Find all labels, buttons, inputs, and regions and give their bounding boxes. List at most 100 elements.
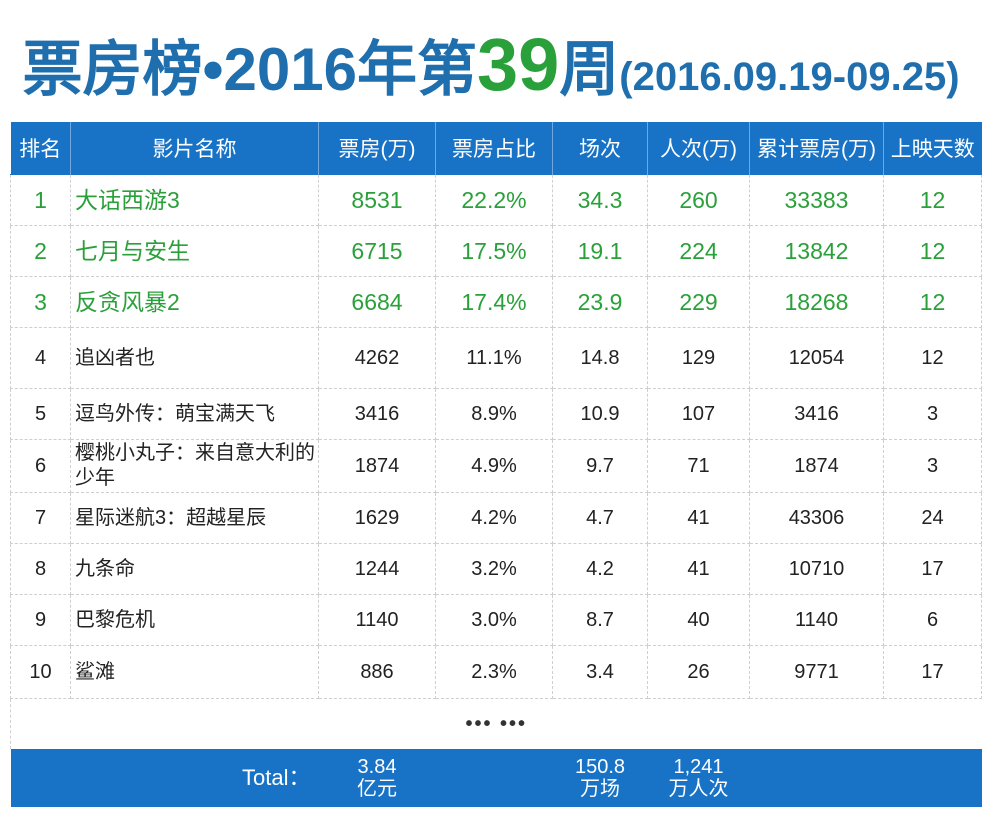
sessions-cell: 3.4 xyxy=(552,645,648,699)
col-header-days: 上映天数 xyxy=(883,122,982,175)
title-cell: 九条命 xyxy=(70,543,319,595)
box-office-cell: 886 xyxy=(318,645,436,699)
sessions-cell: 4.2 xyxy=(552,543,648,595)
admissions-cell: 107 xyxy=(647,388,750,440)
rank-cell: 4 xyxy=(10,327,71,389)
title-cell: 追凶者也 xyxy=(70,327,319,389)
cumulative-cell: 33383 xyxy=(749,174,884,226)
sessions-cell: 14.8 xyxy=(552,327,648,389)
title-cell: 鲨滩 xyxy=(70,645,319,699)
days-cell: 12 xyxy=(883,225,982,277)
total-admissions: 1,241 万人次 xyxy=(647,749,750,807)
rank-cell: 2 xyxy=(10,225,71,277)
admissions-cell: 224 xyxy=(647,225,750,277)
title-cell: 樱桃小丸子：来自意大利的少年 xyxy=(70,439,319,493)
table-row: 9 巴黎危机 1140 3.0% 8.7 40 1140 6 xyxy=(10,594,982,646)
cumulative-cell: 10710 xyxy=(749,543,884,595)
total-cumulative-empty xyxy=(749,749,884,807)
days-cell: 12 xyxy=(883,276,982,328)
days-cell: 17 xyxy=(883,543,982,595)
share-cell: 2.3% xyxy=(435,645,553,699)
rank-cell: 5 xyxy=(10,388,71,440)
admissions-cell: 41 xyxy=(647,492,750,544)
rank-cell: 3 xyxy=(10,276,71,328)
table-row: 7 星际迷航3：超越星辰 1629 4.2% 4.7 41 43306 24 xyxy=(10,492,982,544)
table-row: 1 大话西游3 8531 22.2% 34.3 260 33383 12 xyxy=(10,174,982,226)
title-suffix: 周 xyxy=(559,36,620,103)
title-cell: 逗鸟外传：萌宝满天飞 xyxy=(70,388,319,440)
title-prefix: 票房榜•2016年第 xyxy=(22,36,477,103)
days-cell: 3 xyxy=(883,439,982,493)
box-office-cell: 8531 xyxy=(318,174,436,226)
days-cell: 3 xyxy=(883,388,982,440)
col-header-cumulative: 累计票房(万) xyxy=(749,122,884,175)
page-title: 票房榜•2016年第39周(2016.09.19-09.25) xyxy=(0,0,982,118)
table-row: 4 追凶者也 4262 11.1% 14.8 129 12054 12 xyxy=(10,327,982,389)
sessions-cell: 19.1 xyxy=(552,225,648,277)
admissions-cell: 71 xyxy=(647,439,750,493)
sessions-cell: 8.7 xyxy=(552,594,648,646)
rank-cell: 7 xyxy=(10,492,71,544)
cumulative-cell: 43306 xyxy=(749,492,884,544)
ellipsis-row: ••• ••• xyxy=(10,698,982,749)
sessions-cell: 23.9 xyxy=(552,276,648,328)
sessions-cell: 9.7 xyxy=(552,439,648,493)
rank-cell: 10 xyxy=(10,645,71,699)
cumulative-cell: 1874 xyxy=(749,439,884,493)
box-office-cell: 1244 xyxy=(318,543,436,595)
share-cell: 17.5% xyxy=(435,225,553,277)
box-office-cell: 6684 xyxy=(318,276,436,328)
title-date-range: (2016.09.19-09.25) xyxy=(619,55,960,99)
admissions-cell: 41 xyxy=(647,543,750,595)
title-cell: 巴黎危机 xyxy=(70,594,319,646)
title-cell: 七月与安生 xyxy=(70,225,319,277)
table-row: 6 樱桃小丸子：来自意大利的少年 1874 4.9% 9.7 71 1874 3 xyxy=(10,439,982,493)
admissions-cell: 129 xyxy=(647,327,750,389)
days-cell: 6 xyxy=(883,594,982,646)
box-office-cell: 6715 xyxy=(318,225,436,277)
share-cell: 22.2% xyxy=(435,174,553,226)
share-cell: 3.0% xyxy=(435,594,553,646)
total-share-empty xyxy=(435,749,553,807)
share-cell: 17.4% xyxy=(435,276,553,328)
rank-cell: 9 xyxy=(10,594,71,646)
title-cell: 反贪风暴2 xyxy=(70,276,319,328)
days-cell: 24 xyxy=(883,492,982,544)
box-office-cell: 4262 xyxy=(318,327,436,389)
table-row: 5 逗鸟外传：萌宝满天飞 3416 8.9% 10.9 107 3416 3 xyxy=(10,388,982,440)
box-office-table: 排名 影片名称 票房(万) 票房占比 场次 人次(万) 累计票房(万) 上映天数… xyxy=(10,122,982,807)
col-header-rank: 排名 xyxy=(10,122,71,175)
box-office-cell: 1629 xyxy=(318,492,436,544)
col-header-box-office: 票房(万) xyxy=(318,122,436,175)
admissions-cell: 260 xyxy=(647,174,750,226)
total-box-office: 3.84 亿元 xyxy=(318,749,436,807)
box-office-cell: 3416 xyxy=(318,388,436,440)
sessions-cell: 4.7 xyxy=(552,492,648,544)
total-sessions: 150.8 万场 xyxy=(552,749,648,807)
title-week-number: 39 xyxy=(476,23,560,106)
table-row: 10 鲨滩 886 2.3% 3.4 26 9771 17 xyxy=(10,645,982,699)
total-box-value: 3.84 xyxy=(357,756,397,778)
admissions-cell: 40 xyxy=(647,594,750,646)
share-cell: 8.9% xyxy=(435,388,553,440)
cumulative-cell: 12054 xyxy=(749,327,884,389)
col-header-sessions: 场次 xyxy=(552,122,648,175)
table-row: 8 九条命 1244 3.2% 4.2 41 10710 17 xyxy=(10,543,982,595)
rank-cell: 6 xyxy=(10,439,71,493)
share-cell: 11.1% xyxy=(435,327,553,389)
days-cell: 12 xyxy=(883,327,982,389)
col-header-title: 影片名称 xyxy=(70,122,319,175)
cumulative-cell: 13842 xyxy=(749,225,884,277)
rank-cell: 1 xyxy=(10,174,71,226)
total-sessions-value: 150.8 xyxy=(574,756,626,778)
sessions-cell: 10.9 xyxy=(552,388,648,440)
table-row: 3 反贪风暴2 6684 17.4% 23.9 229 18268 12 xyxy=(10,276,982,328)
rank-cell: 8 xyxy=(10,543,71,595)
total-box-unit: 亿元 xyxy=(357,778,397,800)
total-row: Total： 3.84 亿元 150.8 万场 1,241 万人次 xyxy=(10,749,982,807)
title-cell: 大话西游3 xyxy=(70,174,319,226)
title-cell: 星际迷航3：超越星辰 xyxy=(70,492,319,544)
box-office-cell: 1874 xyxy=(318,439,436,493)
cumulative-cell: 9771 xyxy=(749,645,884,699)
col-header-share: 票房占比 xyxy=(435,122,553,175)
